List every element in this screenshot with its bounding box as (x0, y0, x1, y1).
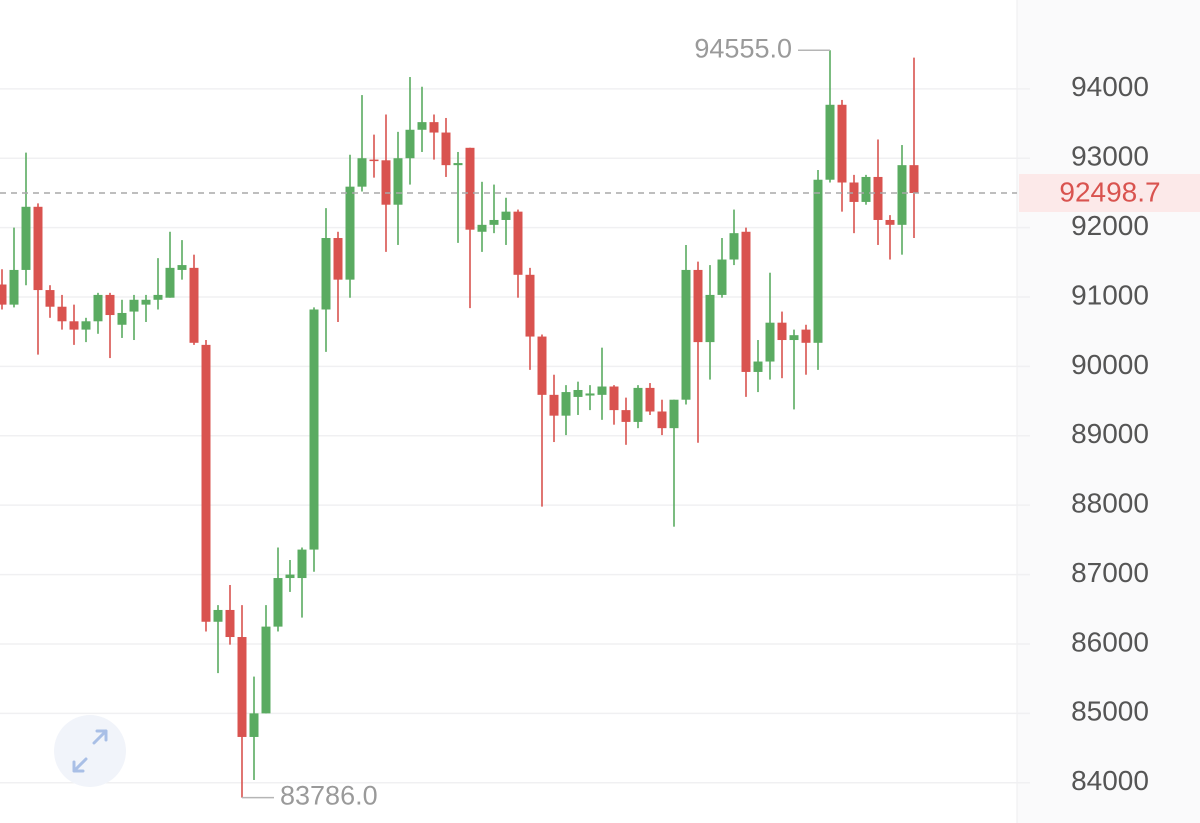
candle-body (693, 269, 703, 343)
y-tick-label: 86000 (1071, 626, 1149, 657)
candle-body (0, 284, 7, 305)
candle-body (753, 361, 763, 372)
candle-body (633, 387, 643, 422)
candle-body (513, 211, 523, 275)
candle-body (549, 394, 559, 416)
candle-body (645, 387, 655, 412)
expand-button-bg[interactable] (54, 715, 126, 787)
candle-body (213, 609, 223, 622)
y-tick-label: 90000 (1071, 349, 1149, 380)
candle-body (417, 122, 427, 130)
candle-body (273, 578, 283, 627)
candle-body (825, 104, 835, 180)
candle-body (93, 294, 103, 322)
candle-body (21, 206, 31, 270)
y-tick-label: 84000 (1071, 765, 1149, 796)
candle-body (717, 259, 727, 295)
candle-body (489, 219, 499, 225)
candle-body (441, 132, 451, 166)
candle-body (321, 238, 331, 310)
price-axis-panel (1017, 0, 1200, 823)
candle-body (669, 399, 679, 429)
candle-body (537, 336, 547, 395)
candle-body (573, 389, 583, 397)
candle-body (33, 206, 43, 291)
candle-body (861, 176, 871, 202)
candle-body (453, 163, 463, 166)
candle-body (849, 182, 859, 202)
candle-body (357, 158, 367, 187)
candle-body (297, 549, 307, 579)
candle-body (9, 269, 19, 305)
candle-body (249, 713, 259, 737)
candle-body (105, 294, 115, 316)
candle-body (501, 211, 511, 220)
candle-body (609, 386, 619, 411)
candle-body (789, 335, 799, 341)
candle-body (729, 233, 739, 260)
candle-body (81, 321, 91, 330)
candle-body (657, 411, 667, 429)
candle-body (393, 158, 403, 205)
candle-body (189, 267, 199, 343)
candle-body (909, 165, 919, 194)
expand-icon[interactable] (72, 729, 108, 773)
candle-body (369, 159, 379, 162)
candle-body (597, 386, 607, 395)
candle-body (117, 312, 127, 325)
candle-body (405, 129, 415, 159)
candle-body (165, 267, 175, 298)
candle-body (765, 322, 775, 362)
candle-body (801, 329, 811, 343)
annotation-label: 94555.0 (694, 33, 792, 63)
candle-body (261, 626, 271, 714)
candle-body (465, 147, 475, 230)
candle-body (237, 637, 247, 737)
candle-body (873, 176, 883, 220)
candle-body (381, 160, 391, 205)
y-tick-label: 94000 (1071, 71, 1149, 102)
candle-body (897, 165, 907, 225)
candle-body (57, 306, 67, 322)
candle-body (345, 186, 355, 280)
candle-body (153, 294, 163, 300)
y-tick-label: 88000 (1071, 488, 1149, 519)
candle-body (225, 609, 235, 638)
candle-body (69, 321, 79, 330)
candle-body (585, 393, 595, 396)
candle-body (705, 294, 715, 343)
annotation-label: 83786.0 (280, 781, 378, 811)
y-tick-label: 87000 (1071, 557, 1149, 588)
candle-body (201, 344, 211, 622)
candle-body (177, 265, 187, 270)
y-tick-label: 92000 (1071, 210, 1149, 241)
candle-body (309, 309, 319, 550)
candle-body (837, 104, 847, 183)
candle-body (561, 392, 571, 416)
candle-body (741, 231, 751, 372)
candle-body (477, 224, 487, 232)
candle-body (525, 274, 535, 337)
last-price-box (1019, 174, 1200, 213)
candle-body (621, 410, 631, 422)
expand-button[interactable] (54, 715, 126, 787)
candle-body (333, 238, 343, 280)
candle-body (429, 122, 439, 133)
y-tick-label: 91000 (1071, 279, 1149, 310)
candle-body (885, 219, 895, 225)
y-tick-label: 93000 (1071, 141, 1149, 172)
candle-body (45, 290, 55, 307)
candle-body (681, 269, 691, 400)
y-tick-label: 85000 (1071, 696, 1149, 727)
candle-body (129, 299, 139, 312)
candle-body (777, 322, 787, 341)
candle-body (285, 574, 295, 579)
overlays: 84000 85000 86000 87000 88000 89000 90000 91000… (0, 33, 1200, 811)
candle-body (141, 299, 151, 305)
y-tick-label: 89000 (1071, 418, 1149, 449)
candle-body (813, 179, 823, 343)
last-price-label: 92498.7 (1059, 176, 1160, 207)
candles (0, 50, 919, 798)
